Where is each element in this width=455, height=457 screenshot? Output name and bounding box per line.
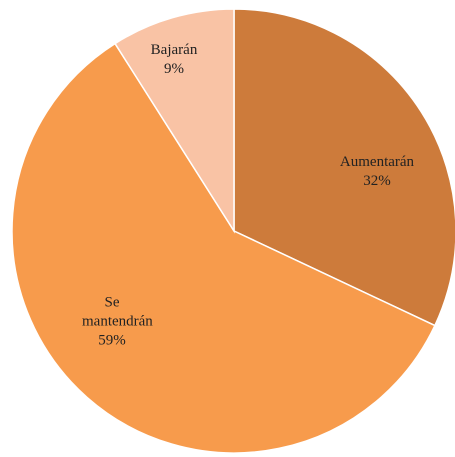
category-label: Aumentarán <box>339 154 415 170</box>
pie-slice <box>114 8 235 234</box>
value-label: 32% <box>363 173 391 189</box>
slice-label: Bajarán 9% <box>129 41 219 79</box>
slice-label: Aumentarán 32% <box>317 153 437 191</box>
category-label: Bajarán <box>150 42 198 58</box>
value-label: 59% <box>98 332 126 349</box>
value-label: 9% <box>164 61 184 77</box>
category-label: Se mantendrán <box>82 294 153 330</box>
slice-label: Se mantendrán 59% <box>82 294 153 351</box>
pie-slice <box>233 8 455 327</box>
pie-slice <box>11 42 436 454</box>
